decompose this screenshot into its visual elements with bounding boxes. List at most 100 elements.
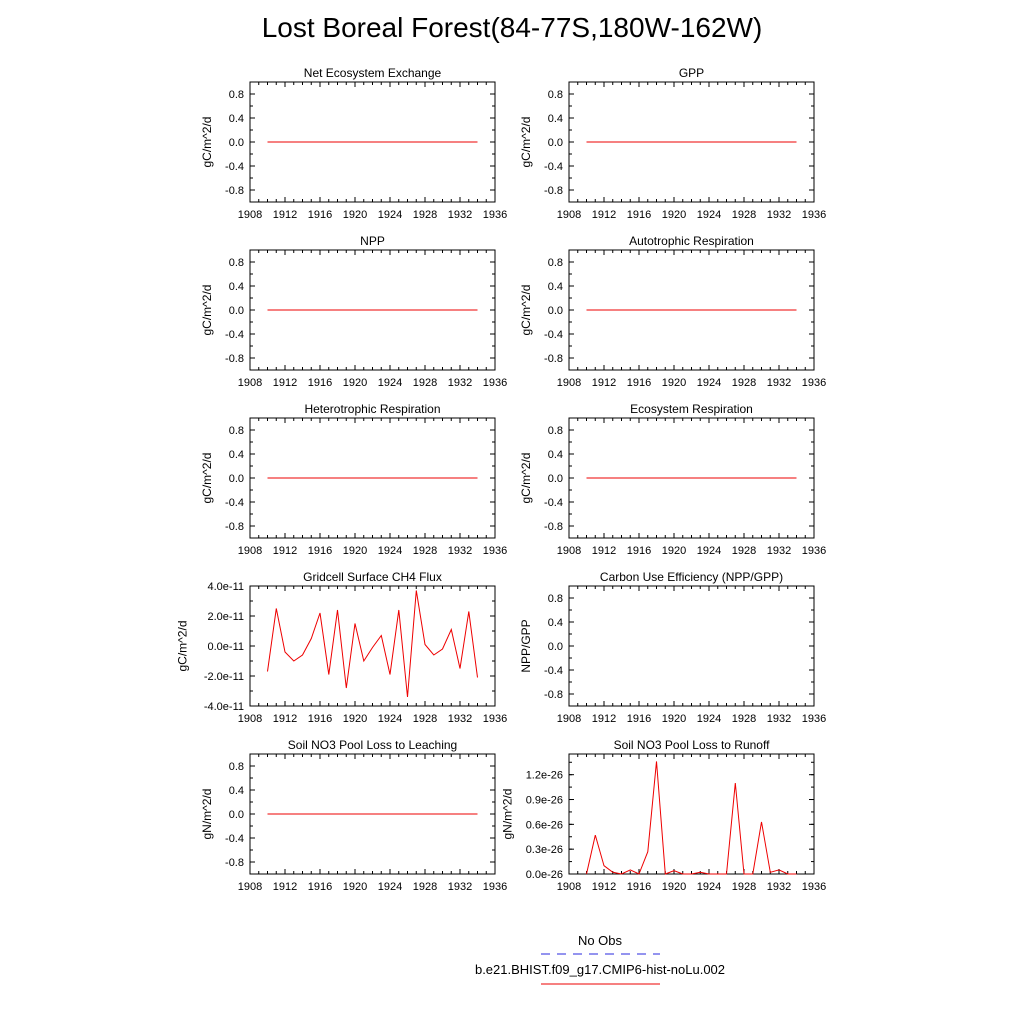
y-tick-label: -0.4 bbox=[544, 665, 563, 677]
x-tick-label: 1908 bbox=[557, 209, 581, 221]
panel-title: Ecosystem Respiration bbox=[630, 402, 753, 416]
x-tick-label: 1932 bbox=[767, 545, 791, 557]
x-tick-label: 1916 bbox=[308, 209, 332, 221]
y-tick-label: 0.8 bbox=[548, 593, 563, 605]
x-tick-label: 1924 bbox=[378, 209, 402, 221]
x-tick-label: 1916 bbox=[627, 377, 651, 389]
x-tick-label: 1920 bbox=[343, 377, 367, 389]
x-tick-label: 1928 bbox=[732, 881, 756, 893]
x-tick-label: 1916 bbox=[308, 545, 332, 557]
legend-model-label: b.e21.BHIST.f09_g17.CMIP6-hist-noLu.002 bbox=[474, 962, 726, 977]
legend-model-swatch bbox=[541, 983, 660, 985]
x-tick-label: 1924 bbox=[697, 713, 721, 725]
series-line bbox=[586, 761, 797, 875]
x-tick-label: 1912 bbox=[273, 209, 297, 221]
x-tick-label: 1912 bbox=[592, 377, 616, 389]
x-tick-label: 1912 bbox=[592, 545, 616, 557]
x-tick-label: 1936 bbox=[483, 881, 507, 893]
chart-panel-8: Carbon Use Efficiency (NPP/GPP) 1908 1912 1… bbox=[519, 570, 826, 725]
y-tick-label: -0.8 bbox=[225, 521, 244, 533]
x-tick-label: 1932 bbox=[767, 881, 791, 893]
y-tick-label: 0.4 bbox=[229, 449, 244, 461]
x-tick-label: 1936 bbox=[802, 377, 826, 389]
x-tick-label: 1928 bbox=[732, 209, 756, 221]
y-tick-label: -0.4 bbox=[544, 161, 563, 173]
x-tick-label: 1908 bbox=[238, 545, 262, 557]
y-tick-label: -0.4 bbox=[225, 833, 244, 845]
y-tick-label: 0.0e-11 bbox=[208, 641, 245, 653]
y-tick-label: 0.4 bbox=[548, 449, 563, 461]
x-tick-label: 1908 bbox=[557, 881, 581, 893]
panel-title: Carbon Use Efficiency (NPP/GPP) bbox=[600, 570, 783, 584]
y-tick-label: -0.8 bbox=[544, 521, 563, 533]
x-tick-label: 1908 bbox=[238, 881, 262, 893]
y-tick-label: -0.4 bbox=[225, 329, 244, 341]
y-tick-label: -0.4 bbox=[225, 161, 244, 173]
y-tick-label: -0.4 bbox=[544, 497, 563, 509]
x-tick-label: 1912 bbox=[592, 713, 616, 725]
x-tick-label: 1932 bbox=[767, 209, 791, 221]
x-tick-label: 1916 bbox=[308, 881, 332, 893]
x-tick-label: 1928 bbox=[732, 377, 756, 389]
y-tick-label: 0.8 bbox=[229, 257, 244, 269]
x-tick-label: 1932 bbox=[448, 209, 472, 221]
x-tick-label: 1916 bbox=[308, 377, 332, 389]
x-tick-label: 1912 bbox=[592, 881, 616, 893]
x-tick-label: 1920 bbox=[343, 209, 367, 221]
y-tick-label: 1.2e-26 bbox=[526, 770, 563, 782]
y-axis-label: gC/m^2/d bbox=[519, 453, 533, 504]
y-tick-label: -0.8 bbox=[544, 689, 563, 701]
chart-panel-7: Gridcell Surface CH4 Flux 1908 1912 1916 192… bbox=[175, 570, 507, 725]
y-axis-label: NPP/GPP bbox=[519, 619, 533, 672]
x-tick-label: 1924 bbox=[697, 377, 721, 389]
x-tick-label: 1924 bbox=[378, 377, 402, 389]
y-tick-label: 0.8 bbox=[229, 425, 244, 437]
y-axis-label: gC/m^2/d bbox=[519, 117, 533, 168]
x-tick-label: 1928 bbox=[413, 209, 437, 221]
x-tick-label: 1920 bbox=[662, 545, 686, 557]
y-tick-label: 0.0 bbox=[548, 641, 563, 653]
y-axis-label: gC/m^2/d bbox=[200, 117, 214, 168]
panel-title: Heterotrophic Respiration bbox=[304, 402, 440, 416]
y-axis-label: gN/m^2/d bbox=[200, 789, 214, 840]
x-tick-label: 1908 bbox=[238, 377, 262, 389]
y-tick-label: 0.4 bbox=[548, 113, 563, 125]
x-tick-label: 1928 bbox=[413, 377, 437, 389]
y-tick-label: 0.3e-26 bbox=[526, 844, 563, 856]
y-tick-label: 0.0 bbox=[229, 809, 244, 821]
x-tick-label: 1920 bbox=[662, 881, 686, 893]
y-tick-label: 0.8 bbox=[548, 257, 563, 269]
chart-panel-9: Soil NO3 Pool Loss to Leaching 1908 1912 19… bbox=[200, 738, 507, 893]
panel-title: Autotrophic Respiration bbox=[629, 234, 754, 248]
plot-frame bbox=[568, 753, 815, 875]
y-tick-label: 0.4 bbox=[229, 281, 244, 293]
y-tick-label: 2.0e-11 bbox=[208, 611, 245, 623]
y-tick-label: 0.4 bbox=[548, 617, 563, 629]
x-tick-label: 1928 bbox=[732, 713, 756, 725]
x-tick-label: 1920 bbox=[343, 713, 367, 725]
y-tick-label: -0.8 bbox=[225, 857, 244, 869]
x-tick-label: 1916 bbox=[627, 713, 651, 725]
y-tick-label: 0.0 bbox=[229, 137, 244, 149]
panel-title: GPP bbox=[679, 66, 704, 80]
y-tick-label: -4.0e-11 bbox=[204, 701, 244, 713]
legend-obs-label: No Obs bbox=[577, 933, 623, 948]
chart-panel-2: GPP 1908 1912 1916 1920 1924 1928 1932 1936 0.8 0.… bbox=[519, 66, 826, 221]
x-tick-label: 1912 bbox=[273, 377, 297, 389]
legend-obs-swatch bbox=[541, 953, 660, 955]
x-tick-label: 1912 bbox=[273, 881, 297, 893]
y-tick-label: 0.4 bbox=[548, 281, 563, 293]
x-tick-label: 1920 bbox=[343, 881, 367, 893]
x-tick-label: 1912 bbox=[273, 713, 297, 725]
chart-panel-1: Net Ecosystem Exchange 1908 1912 1916 1920 19… bbox=[200, 66, 507, 221]
chart-panel-3: NPP 1908 1912 1916 1920 1924 1928 1932 1936 0.8 0.… bbox=[200, 234, 507, 389]
chart-panel-5: Heterotrophic Respiration 1908 1912 1916 192… bbox=[200, 402, 507, 557]
x-tick-label: 1932 bbox=[767, 377, 791, 389]
x-tick-label: 1928 bbox=[413, 881, 437, 893]
y-tick-label: -2.0e-11 bbox=[204, 671, 244, 683]
x-tick-label: 1936 bbox=[802, 881, 826, 893]
x-tick-label: 1932 bbox=[448, 545, 472, 557]
panel-title: Gridcell Surface CH4 Flux bbox=[303, 570, 442, 584]
y-tick-label: 0.0 bbox=[548, 305, 563, 317]
